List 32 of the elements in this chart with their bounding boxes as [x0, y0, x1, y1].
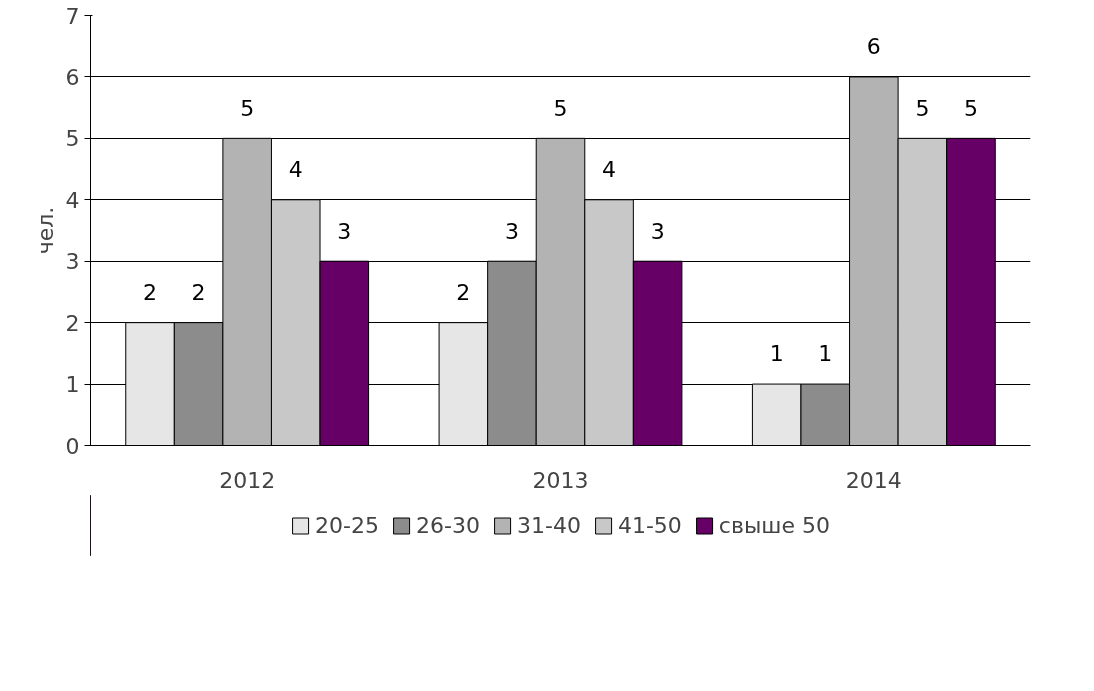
data-label: 5 [553, 95, 568, 121]
x-tick-label: 2012 [219, 467, 276, 493]
data-label: 2 [456, 279, 471, 305]
data-label: 3 [650, 218, 665, 244]
y-tick-label: 3 [65, 249, 80, 275]
y-tick-label: 6 [65, 64, 80, 90]
y-axis-title: чел. [32, 206, 58, 255]
y-tick-label: 1 [65, 372, 80, 398]
legend-label: 20-25 [315, 512, 380, 538]
y-tick-label: 4 [65, 187, 80, 213]
data-label: 5 [963, 95, 978, 121]
data-label: 3 [337, 218, 352, 244]
y-tick-label: 2 [65, 310, 80, 336]
y-tick-label: 7 [65, 3, 80, 29]
legend-label: 31-40 [516, 512, 581, 538]
data-label: 5 [915, 95, 930, 121]
data-label: 2 [191, 279, 206, 305]
data-label: 5 [240, 95, 255, 121]
y-tick-label: 0 [65, 433, 80, 459]
data-label: 2 [143, 279, 158, 305]
legend-label: свыше 50 [718, 512, 830, 538]
data-label: 4 [288, 157, 303, 183]
legend-label: 41-50 [617, 512, 682, 538]
legend-label: 26-30 [416, 512, 480, 538]
data-label: 1 [818, 341, 833, 367]
data-label: 3 [504, 218, 519, 244]
y-tick-label: 5 [65, 126, 80, 152]
data-label: 1 [769, 341, 784, 367]
x-tick-label: 2014 [845, 467, 902, 493]
x-tick-label: 2013 [532, 467, 589, 493]
data-label: 4 [602, 157, 617, 183]
data-label: 6 [866, 34, 881, 60]
